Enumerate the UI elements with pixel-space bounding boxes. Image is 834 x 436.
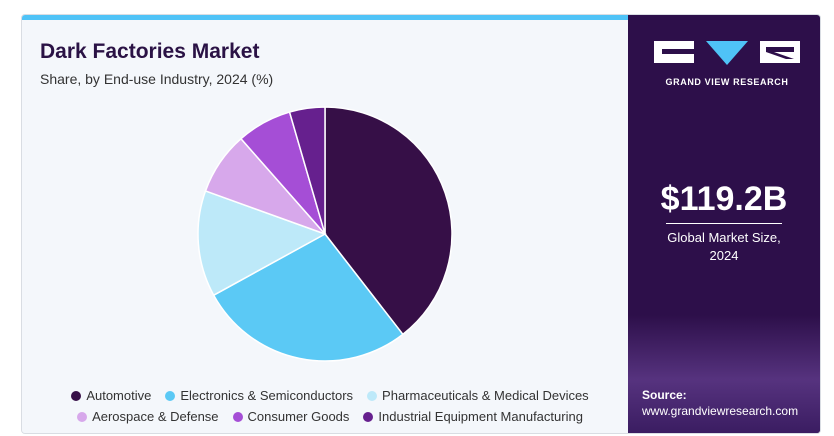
legend-dot-icon xyxy=(165,390,176,401)
chart-title: Dark Factories Market xyxy=(40,40,260,63)
accent-bar xyxy=(22,15,628,20)
legend-dot-icon xyxy=(77,411,88,422)
legend-item: Aerospace & Defense xyxy=(77,409,219,424)
legend-label: Industrial Equipment Manufacturing xyxy=(378,409,583,424)
legend-item: Consumer Goods xyxy=(232,409,350,424)
legend-row: Aerospace & Defense Consumer Goods Industr… xyxy=(40,406,620,427)
pie-slice-industrial-equipment-manufacturing xyxy=(288,106,326,235)
source-url[interactable]: www.grandviewresearch.com xyxy=(642,404,799,418)
infographic-card: Dark Factories Market Share, by End-use … xyxy=(21,14,821,434)
pie-slice-electronics-semiconductors xyxy=(212,233,404,362)
legend-item: Industrial Equipment Manufacturing xyxy=(363,409,583,424)
chart-subtitle: Share, by End-use Industry, 2024 (%) xyxy=(40,71,274,87)
legend-item: Automotive xyxy=(71,388,151,403)
legend-dot-icon xyxy=(363,411,374,422)
legend-label: Consumer Goods xyxy=(247,409,350,424)
legend-row: Automotive Electronics & Semiconductors Ph… xyxy=(40,385,620,406)
market-size-value: $119.2B xyxy=(660,180,788,218)
chart-legend: Automotive Electronics & Semiconductors Ph… xyxy=(40,385,620,427)
grand-view-research-logo: GRAND VIEW RESEARCH xyxy=(654,37,800,87)
legend-dot-icon xyxy=(71,390,82,401)
logo-mark-icon xyxy=(654,41,800,65)
stat-divider xyxy=(666,223,782,224)
market-size-label-line1: Global Market Size, xyxy=(667,230,781,245)
decorative-glow xyxy=(628,315,820,433)
market-size-label-line2: 2024 xyxy=(709,248,739,263)
pie-slice-automotive xyxy=(324,106,453,336)
chart-panel: Dark Factories Market Share, by End-use … xyxy=(22,20,628,433)
legend-label: Electronics & Semiconductors xyxy=(180,388,354,403)
legend-dot-icon xyxy=(367,390,378,401)
pie-chart xyxy=(197,106,453,362)
legend-item: Electronics & Semiconductors xyxy=(165,388,353,403)
brand-panel: GRAND VIEW RESEARCH $119.2B Global Marke… xyxy=(628,15,820,433)
market-size-label: Global Market Size, 2024 xyxy=(628,229,820,265)
source-block: Source: www.grandviewresearch.com xyxy=(642,387,798,419)
source-label: Source: xyxy=(642,388,687,402)
legend-item: Pharmaceuticals & Medical Devices xyxy=(367,388,589,403)
legend-label: Pharmaceuticals & Medical Devices xyxy=(382,388,589,403)
legend-dot-icon xyxy=(232,411,243,422)
legend-label: Aerospace & Defense xyxy=(92,409,219,424)
pie-slice-pharmaceuticals-medical-devices xyxy=(197,190,327,297)
brand-name: GRAND VIEW RESEARCH xyxy=(665,77,789,87)
legend-label: Automotive xyxy=(86,388,152,403)
